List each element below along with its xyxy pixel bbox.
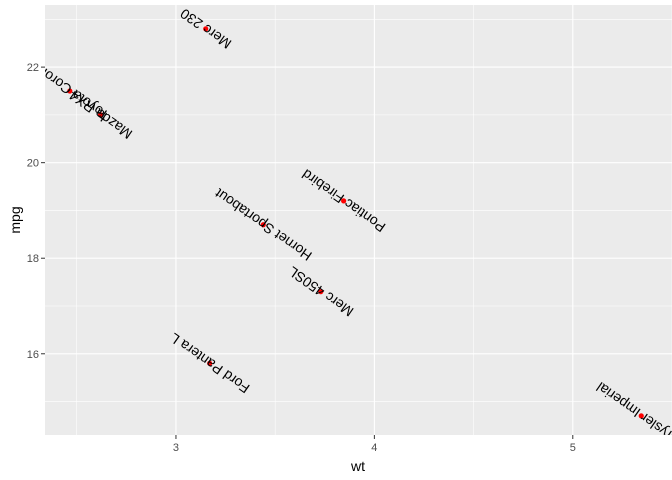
data-point <box>203 26 209 32</box>
y-axis-ticks: 16 18 20 22 <box>27 62 45 361</box>
x-tick-label: 4 <box>371 442 377 454</box>
y-axis-title: mpg <box>7 206 23 233</box>
x-axis-ticks: 3 4 5 <box>173 435 576 454</box>
data-point <box>260 222 266 228</box>
data-point <box>318 289 324 295</box>
x-tick-label: 5 <box>570 442 576 454</box>
data-point <box>638 413 644 419</box>
y-tick-label: 20 <box>27 158 39 170</box>
major-gridlines <box>45 5 672 435</box>
y-tick-label: 18 <box>27 253 39 265</box>
data-points <box>67 26 644 419</box>
x-axis-title: wt <box>350 458 365 474</box>
data-point <box>97 112 104 118</box>
x-tick-label: 3 <box>173 442 179 454</box>
data-point <box>341 198 347 204</box>
plot-panel <box>45 5 672 435</box>
y-tick-label: 16 <box>27 349 39 361</box>
y-tick-label: 22 <box>27 62 39 74</box>
minor-gridlines <box>45 5 672 435</box>
data-point <box>207 360 213 366</box>
data-point <box>67 88 73 94</box>
